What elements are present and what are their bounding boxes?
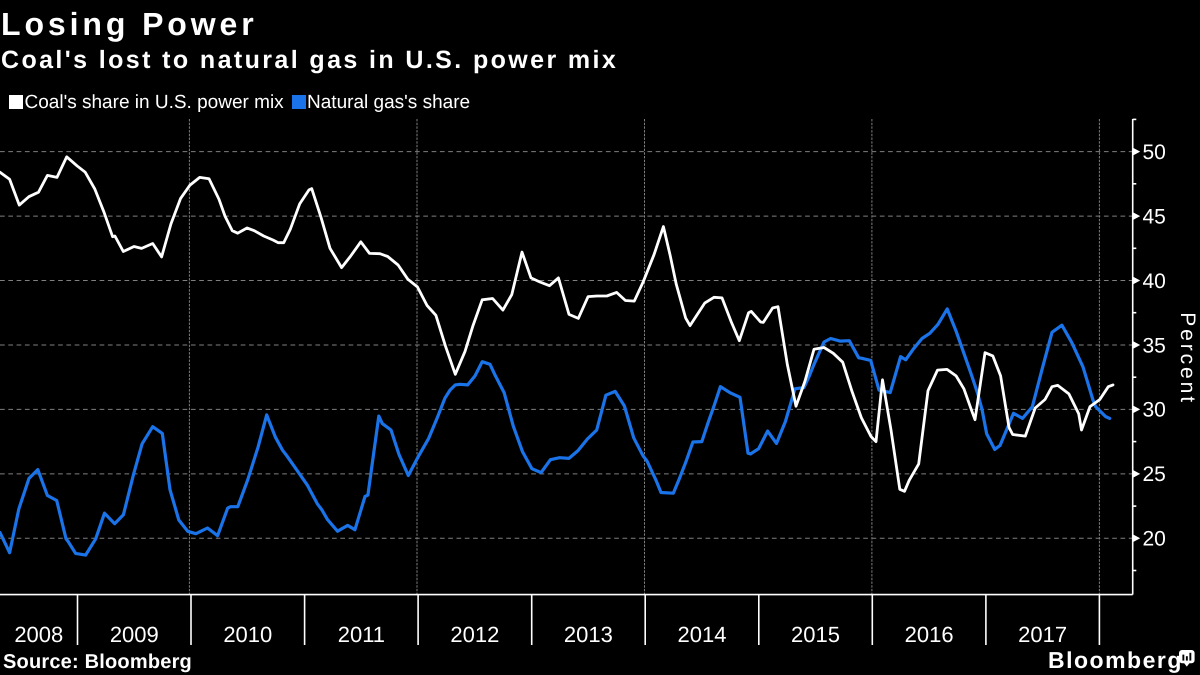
svg-text:35: 35 (1143, 334, 1166, 357)
svg-text:2010: 2010 (223, 622, 272, 647)
svg-text:50: 50 (1143, 141, 1166, 164)
svg-text:2017: 2017 (1018, 622, 1067, 647)
svg-text:25: 25 (1143, 463, 1166, 486)
svg-text:20: 20 (1143, 528, 1166, 551)
svg-text:2008: 2008 (14, 622, 63, 647)
svg-text:2012: 2012 (450, 622, 499, 647)
svg-text:2016: 2016 (905, 622, 954, 647)
svg-text:2009: 2009 (110, 622, 159, 647)
svg-text:Percent: Percent (1176, 312, 1199, 405)
svg-text:2013: 2013 (564, 622, 613, 647)
svg-text:30: 30 (1143, 399, 1166, 422)
svg-text:2011: 2011 (338, 622, 385, 647)
svg-text:2014: 2014 (678, 622, 727, 647)
svg-text:45: 45 (1143, 205, 1166, 228)
svg-text:2015: 2015 (791, 622, 840, 647)
svg-text:40: 40 (1143, 270, 1166, 293)
